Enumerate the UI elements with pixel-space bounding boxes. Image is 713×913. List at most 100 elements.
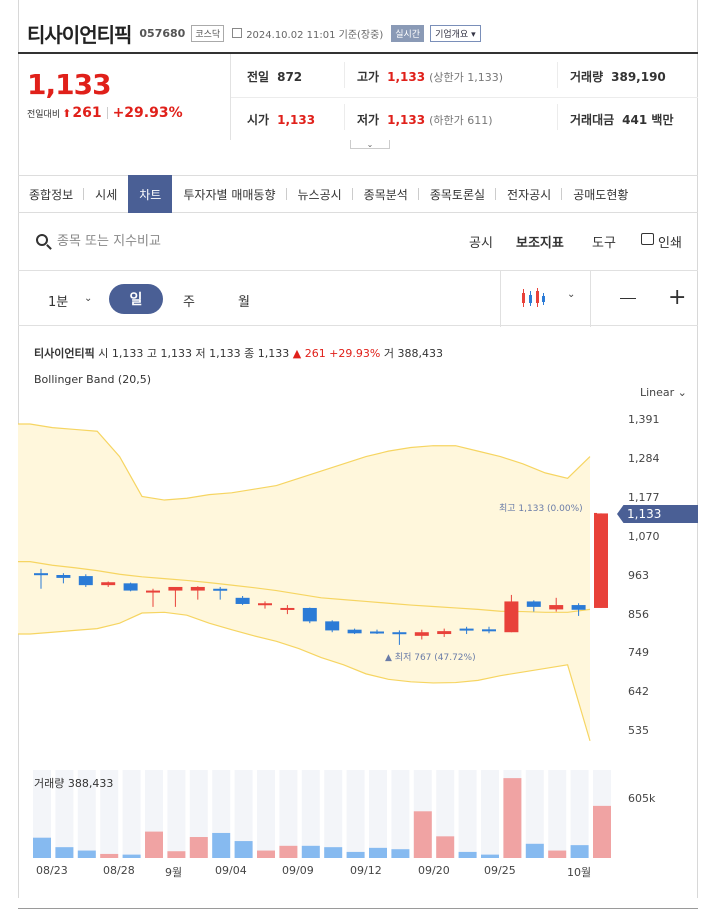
y-tick-label: 1,391 <box>628 413 660 426</box>
zoom-out-icon[interactable] <box>620 298 636 299</box>
candle-body <box>190 586 205 591</box>
company-info-dropdown[interactable]: 기업개요 ▾ <box>430 24 481 42</box>
tab-item[interactable]: 투자자별 매매동향 <box>172 175 287 213</box>
chevron-down-icon[interactable]: ⌄ <box>567 289 576 300</box>
volume-column <box>324 770 343 858</box>
scale-dropdown[interactable]: Linear ⌄ <box>640 386 687 399</box>
volume-bar <box>189 837 208 858</box>
candle-body <box>168 586 183 591</box>
zoom-in-icon[interactable]: + <box>668 285 687 310</box>
y-tick-label: 1,177 <box>628 490 660 504</box>
search-placeholder: 종목 또는 지수비교 <box>57 234 161 249</box>
current-price-tag: 1,133 <box>617 505 698 523</box>
tab-item[interactable]: 차트 <box>128 175 173 213</box>
volume-column <box>570 770 589 858</box>
x-tick-label: 10월 <box>567 866 592 879</box>
price-change: 전일대비 ⬆ 261 +29.93% <box>27 105 183 121</box>
candle-body <box>235 597 250 604</box>
tab-item[interactable]: 종합정보 <box>18 175 85 213</box>
volume-column <box>33 770 51 858</box>
stats-divider <box>344 104 345 130</box>
change-label: 전일대비 <box>27 109 61 120</box>
volume-bar <box>122 854 141 858</box>
y-tick-label: 1,284 <box>628 451 660 465</box>
tab-item[interactable]: 전자공시 <box>496 175 563 213</box>
stock-header: 티사이언티픽 057680 코스닥 2024.10.02 11:01 기준(장중… <box>27 18 697 48</box>
candle-body <box>392 632 407 635</box>
print-button[interactable]: 인쇄 <box>658 236 682 251</box>
tab-item[interactable]: 시세 <box>84 175 128 213</box>
y-tick-label: 1,070 <box>628 529 660 543</box>
realtime-button[interactable]: 실시간 <box>391 24 425 42</box>
stats-divider <box>344 62 345 88</box>
volume-bar <box>570 845 589 858</box>
period-week-button[interactable]: 주 <box>183 295 195 310</box>
tab-item[interactable]: 종목분석 <box>353 175 419 213</box>
period-separator <box>590 271 591 327</box>
volume-bar <box>391 849 410 858</box>
volume-bar <box>100 853 119 858</box>
current-price: 1,133 <box>27 68 112 101</box>
header-divider <box>18 52 698 54</box>
indicator-label: Bollinger Band (20,5) <box>34 373 151 386</box>
tab-item[interactable]: 뉴스공시 <box>287 175 353 213</box>
price-chart[interactable] <box>18 405 628 870</box>
bollinger-upper-line <box>18 423 591 501</box>
y-tick-label: 749 <box>628 646 649 660</box>
period-bar: 1분 ⌄ 일 주 월 ⌄ + <box>18 270 698 327</box>
volume-bar <box>145 831 163 858</box>
tab-item[interactable]: 공매도현황 <box>562 175 639 213</box>
candle-body <box>325 621 340 631</box>
volume-bar <box>279 845 298 858</box>
y-tick-label: 642 <box>628 685 649 699</box>
stat-amount: 거래대금 441 백만 <box>570 113 674 127</box>
y-tick-label: 963 <box>628 568 649 582</box>
volume-tick: 605k <box>628 792 656 805</box>
candle-body <box>414 632 429 636</box>
print-icon[interactable] <box>641 233 654 245</box>
period-minute-button[interactable]: 1분 <box>48 295 69 310</box>
compare-search[interactable]: 종목 또는 지수비교 <box>36 230 161 249</box>
chevron-down-icon[interactable]: ⌄ <box>84 293 93 304</box>
candle-body <box>571 605 586 610</box>
volume-column <box>481 770 499 858</box>
bollinger-band-fill <box>18 423 590 741</box>
expand-chevron-icon[interactable]: ⌄ <box>350 140 390 149</box>
volume-column <box>55 770 74 858</box>
quote-datetime: 2024.10.02 11:01 기준(장중) <box>246 29 384 41</box>
volume-column <box>346 770 365 858</box>
price-stats: 전일 872 고가 1,133 (상한가 1,133) 거래량 389,190 시가 1,… <box>231 54 698 140</box>
volume-bar <box>593 805 611 858</box>
max-annotation: 최고 1,133 (0.00%) <box>499 504 583 514</box>
x-tick-label: 09/04 <box>215 864 247 877</box>
candlestick-type-icon[interactable] <box>520 287 546 309</box>
tab-label: 종목분석 <box>363 187 408 202</box>
period-month-button[interactable]: 월 <box>238 295 250 310</box>
min-annotation: ▲ 최저 767 (47.72%) <box>385 653 476 663</box>
candle-body <box>56 575 71 578</box>
y-tick-label: 535 <box>628 724 649 738</box>
stock-code: 057680 <box>139 26 186 40</box>
candle-body <box>146 590 160 593</box>
bollinger-lower-line <box>18 611 591 742</box>
volume-column <box>436 770 455 858</box>
tab-item[interactable]: 종목토론실 <box>419 175 497 213</box>
volume-bar <box>346 851 365 858</box>
candle-body <box>437 631 452 635</box>
volume-bar <box>257 850 275 858</box>
tools-button[interactable]: 도구 <box>592 236 616 251</box>
indicators-button[interactable]: 보조지표 <box>516 236 564 251</box>
tab-label: 전자공시 <box>507 187 552 202</box>
disclosure-button[interactable]: 공시 <box>469 236 493 251</box>
candle-body <box>302 607 317 622</box>
candle-body <box>370 631 384 634</box>
period-day-button[interactable]: 일 <box>109 284 163 314</box>
volume-column <box>525 770 544 858</box>
up-arrow-icon: ⬆ <box>62 106 72 120</box>
x-tick-label: 09/12 <box>350 864 382 877</box>
tab-label: 차트 <box>139 187 162 202</box>
volume-bar <box>167 851 186 858</box>
stats-divider <box>557 62 558 88</box>
period-separator <box>500 271 501 327</box>
tab-label: 종합정보 <box>29 187 74 202</box>
